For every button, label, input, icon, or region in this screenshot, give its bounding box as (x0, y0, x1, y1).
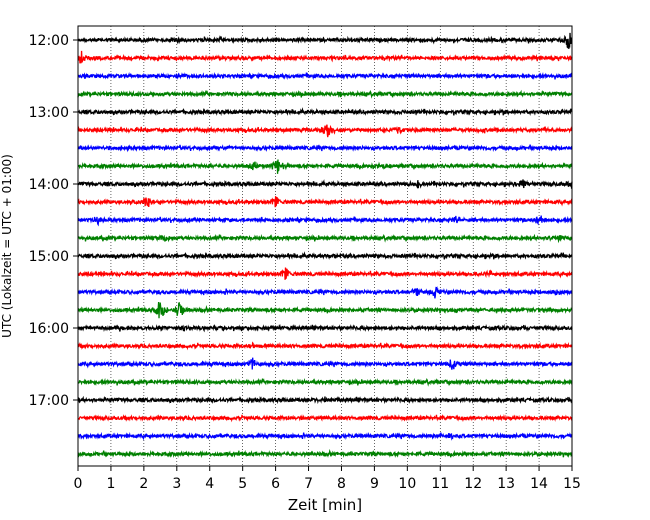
trace-1230 (77, 71, 573, 81)
trace-1430 (77, 215, 573, 227)
trace-1630 (77, 357, 573, 370)
trace-1345 (77, 159, 573, 174)
trace-1530 (77, 286, 573, 299)
trace-1300 (77, 107, 573, 117)
trace-1600 (77, 323, 573, 333)
trace-1515 (77, 267, 573, 280)
y-tick-label: 15:00 (29, 249, 69, 265)
x-tick-label: 3 (172, 476, 181, 492)
trace-1500 (77, 251, 573, 261)
trace-1200 (77, 32, 573, 49)
x-tick-label: 2 (139, 476, 148, 492)
x-tick-label: 9 (370, 476, 379, 492)
trace-1730 (77, 431, 573, 441)
trace-group (77, 32, 573, 459)
trace-1545 (77, 301, 573, 319)
trace-1330 (77, 143, 573, 153)
trace-1745 (77, 448, 573, 459)
y-axis-label: UTC (Lokalzeit = UTC + 01:00) (0, 154, 14, 338)
x-tick-label: 14 (530, 476, 548, 492)
x-tick-label: 13 (497, 476, 515, 492)
y-tick-label: 13:00 (29, 105, 69, 121)
trace-1445 (77, 233, 573, 244)
y-tick-label: 16:00 (29, 321, 69, 337)
plot-border (77, 25, 573, 467)
trace-1315 (77, 124, 573, 138)
trace-1700 (77, 395, 573, 405)
x-tick-label: 0 (74, 476, 83, 492)
y-axis: 12:00 13:00 14:00 15:00 16:00 17:00 (29, 33, 78, 409)
trace-1215 (77, 50, 573, 64)
trace-1415 (77, 196, 573, 208)
x-tick-label: 7 (304, 476, 313, 492)
x-tick-label: 8 (337, 476, 346, 492)
x-tick-label: 15 (563, 476, 581, 492)
trace-1245 (77, 89, 573, 99)
y-tick-label: 14:00 (29, 177, 69, 193)
y-tick-label: 17:00 (29, 393, 69, 409)
x-tick-label: 12 (464, 476, 482, 492)
trace-1645 (77, 377, 573, 387)
trace-1400 (77, 179, 573, 189)
x-tick-label: 10 (398, 476, 416, 492)
plot-area (78, 26, 572, 466)
vertical-grid (110, 26, 540, 466)
x-tick-label: 6 (271, 476, 280, 492)
x-tick-label: 11 (431, 476, 449, 492)
y-tick-label: 12:00 (29, 33, 69, 49)
x-axis-label: Zeit [min] (288, 496, 362, 514)
x-tick-label: 5 (238, 476, 247, 492)
x-tick-label: 1 (106, 476, 115, 492)
trace-1615 (77, 341, 573, 351)
x-axis: 0 1 2 3 4 5 6 7 8 9 10 11 12 13 14 15 (74, 466, 581, 492)
trace-1715 (77, 413, 573, 423)
x-tick-label: 4 (205, 476, 214, 492)
